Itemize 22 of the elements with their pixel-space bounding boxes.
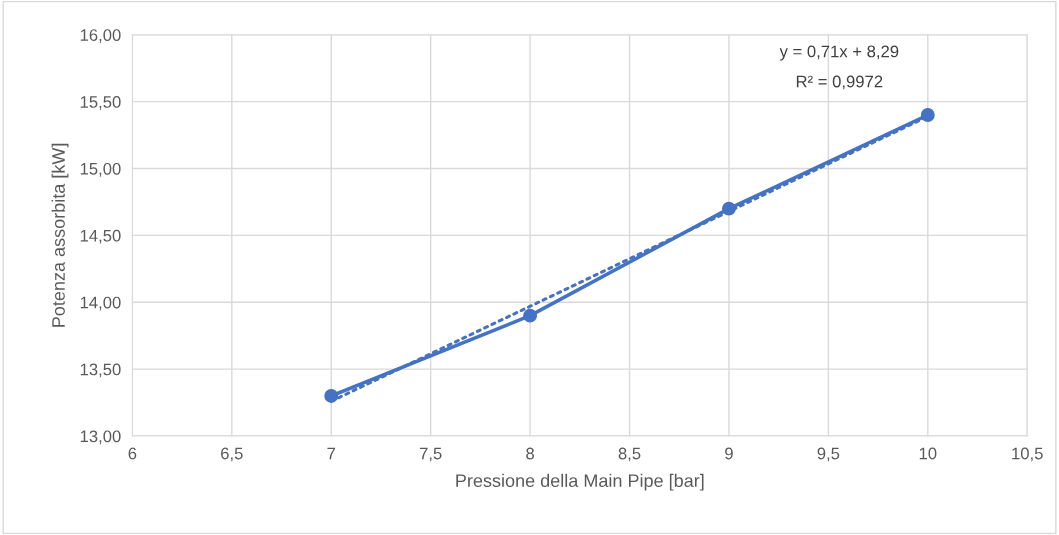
annotation: R² = 0,9972 [796,75,883,90]
y-tick-label: 15,00 [80,162,121,177]
x-tick-label: 8,5 [618,447,641,462]
y-tick-label: 15,50 [80,96,121,110]
x-tick-label: 10 [919,447,937,460]
x-tick-label: 6 [128,447,137,460]
x-axis-title: Pressione della Main Pipe [bar] [456,473,704,491]
x-tick-label: 6,5 [221,447,243,462]
point [523,308,538,323]
x-tick-label: 8 [526,447,534,460]
y-tick-label: 16,00 [80,29,121,43]
x-tick-label: 7,5 [419,447,442,462]
annotation: y = 0,71x + 8,29 [779,45,899,61]
y-tick-label: 13,50 [80,363,121,378]
x-tick-label: 7 [327,447,336,460]
y-tick-label: 13,00 [80,430,121,445]
x-tick-label: 9 [725,447,733,460]
x-tick-label: 9,5 [817,447,840,462]
y-axis-title: Potenza assorbita [kW] [51,143,69,327]
y-tick-label: 14,50 [80,229,121,244]
x-tick-label: 10,5 [1012,447,1043,462]
y-tick-label: 14,00 [80,296,121,311]
